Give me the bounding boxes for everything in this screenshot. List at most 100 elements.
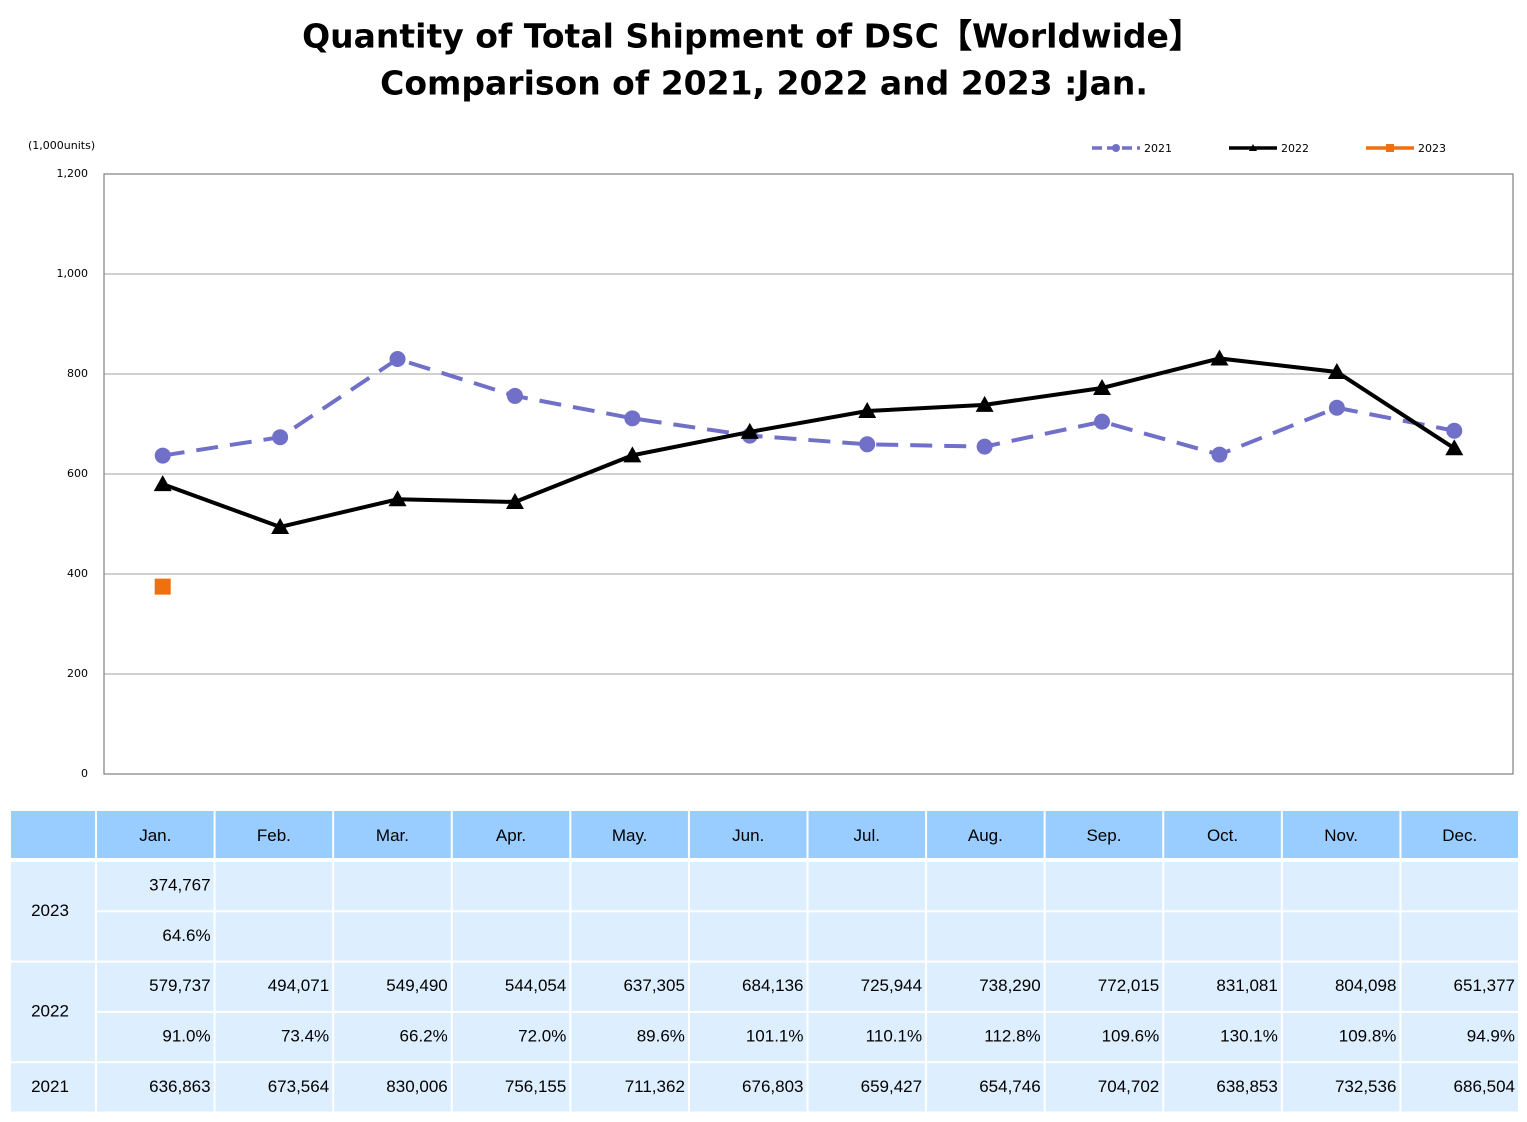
table-header: Feb. bbox=[257, 826, 291, 845]
table-value: 72.0% bbox=[518, 1027, 566, 1046]
table-value: 831,081 bbox=[1216, 976, 1277, 995]
table-cell bbox=[808, 1012, 926, 1062]
table-cell bbox=[571, 1012, 688, 1062]
table-cell bbox=[452, 1012, 570, 1062]
table-cell bbox=[1282, 1012, 1400, 1062]
legend-marker bbox=[1249, 144, 1257, 151]
table-cell bbox=[689, 912, 807, 961]
table-cell bbox=[334, 811, 451, 858]
table-value: 676,803 bbox=[742, 1077, 803, 1096]
data-point bbox=[389, 350, 406, 367]
table-value: 112.8% bbox=[984, 1027, 1040, 1046]
table-value: 804,098 bbox=[1335, 976, 1396, 995]
table-value: 654,746 bbox=[979, 1077, 1040, 1096]
table-value: 651,377 bbox=[1454, 976, 1515, 995]
table-cell bbox=[808, 912, 926, 961]
row-label: 2023 bbox=[31, 901, 69, 920]
data-point bbox=[1210, 349, 1229, 366]
data-point bbox=[859, 436, 876, 453]
table-cell bbox=[1401, 1012, 1518, 1062]
table-value: 89.6% bbox=[637, 1027, 685, 1046]
table-value: 374,767 bbox=[149, 876, 210, 895]
table-value: 549,490 bbox=[386, 976, 447, 995]
y-tick-label: 1,200 bbox=[57, 167, 89, 180]
data-point bbox=[271, 517, 290, 534]
table-cell bbox=[1282, 811, 1400, 858]
data-point bbox=[154, 578, 171, 595]
table-header: Nov. bbox=[1324, 826, 1358, 845]
table-value: 130.1% bbox=[1220, 1027, 1278, 1046]
table-header: Mar. bbox=[376, 826, 409, 845]
table-cell bbox=[11, 1063, 95, 1112]
data-point bbox=[154, 447, 171, 464]
table-cell bbox=[808, 811, 926, 858]
data-point bbox=[1094, 413, 1111, 430]
y-tick-label: 0 bbox=[81, 767, 88, 780]
table-cell bbox=[927, 1012, 1044, 1062]
table-cell bbox=[215, 862, 333, 911]
y-axis-label: (1,000units) bbox=[28, 139, 95, 152]
data-point bbox=[624, 410, 641, 427]
table-cell bbox=[1282, 1063, 1400, 1112]
data-point bbox=[272, 429, 289, 446]
table-cell bbox=[1401, 912, 1518, 961]
table-cell bbox=[1282, 862, 1400, 911]
table-value: 732,536 bbox=[1335, 1077, 1396, 1096]
table-value: 673,564 bbox=[268, 1077, 329, 1096]
table-cell bbox=[689, 811, 807, 858]
legend-label: 2022 bbox=[1281, 142, 1309, 155]
data-point bbox=[1211, 446, 1228, 463]
data-point bbox=[505, 492, 524, 509]
table-header: Jan. bbox=[139, 826, 171, 845]
table-value: 494,071 bbox=[268, 976, 329, 995]
table-cell bbox=[927, 811, 1044, 858]
table-cell bbox=[215, 962, 333, 1011]
data-point bbox=[388, 490, 407, 507]
table-cell bbox=[97, 962, 214, 1011]
y-tick-label: 600 bbox=[67, 467, 88, 480]
table-cell bbox=[1045, 912, 1163, 961]
data-point bbox=[1445, 439, 1464, 456]
table-cell bbox=[1045, 1063, 1163, 1112]
y-tick-label: 800 bbox=[67, 367, 88, 380]
data-point bbox=[1446, 422, 1463, 439]
table-cell bbox=[1045, 862, 1163, 911]
table-cell bbox=[571, 912, 688, 961]
table-cell bbox=[452, 811, 570, 858]
table-cell bbox=[1282, 912, 1400, 961]
table-cell bbox=[452, 1063, 570, 1112]
chart-title: Quantity of Total Shipment of DSC【Worldw… bbox=[302, 17, 1202, 56]
table-cell bbox=[808, 962, 926, 1011]
table-cell bbox=[215, 811, 333, 858]
table-value: 73.4% bbox=[281, 1027, 329, 1046]
data-point bbox=[623, 446, 642, 463]
table-value: 711,362 bbox=[625, 1077, 685, 1096]
table-header: Sep. bbox=[1086, 826, 1121, 845]
table-value: 659,427 bbox=[861, 1077, 922, 1096]
table-cell bbox=[1045, 962, 1163, 1011]
table-value: 638,853 bbox=[1216, 1077, 1277, 1096]
table-cell bbox=[808, 1063, 926, 1112]
table-header: Jun. bbox=[732, 826, 764, 845]
table-cell bbox=[927, 912, 1044, 961]
table-header: Oct. bbox=[1207, 826, 1238, 845]
table-cell bbox=[452, 912, 570, 961]
data-point bbox=[1093, 378, 1112, 395]
y-tick-label: 200 bbox=[67, 667, 88, 680]
row-label: 2022 bbox=[31, 1001, 69, 1020]
table-cell bbox=[452, 962, 570, 1011]
table-value: 830,006 bbox=[386, 1077, 447, 1096]
table-value: 637,305 bbox=[623, 976, 684, 995]
table-cell bbox=[1164, 811, 1281, 858]
table-value: 738,290 bbox=[979, 976, 1040, 995]
table-cell bbox=[571, 862, 688, 911]
table-cell bbox=[1164, 962, 1281, 1011]
table-cell bbox=[927, 862, 1044, 911]
series-line bbox=[162, 356, 1455, 458]
table-header: May. bbox=[612, 826, 648, 845]
table-cell bbox=[1164, 912, 1281, 961]
table-cell bbox=[97, 862, 214, 911]
table-value: 579,737 bbox=[149, 976, 210, 995]
table-cell bbox=[97, 912, 214, 961]
data-point bbox=[976, 438, 993, 455]
